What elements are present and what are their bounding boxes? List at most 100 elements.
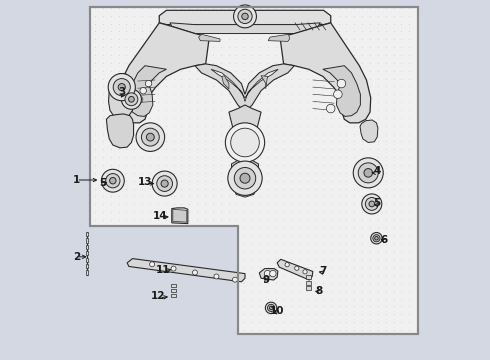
Circle shape [128, 96, 134, 102]
Circle shape [149, 262, 155, 267]
Text: 8: 8 [316, 286, 323, 296]
Circle shape [140, 87, 147, 94]
Polygon shape [268, 34, 290, 41]
Text: 4: 4 [373, 166, 381, 176]
Circle shape [161, 180, 168, 187]
Polygon shape [261, 76, 268, 89]
Polygon shape [86, 264, 88, 268]
Circle shape [106, 174, 120, 188]
Polygon shape [106, 114, 134, 148]
Circle shape [369, 201, 375, 207]
Circle shape [294, 266, 299, 270]
Polygon shape [222, 76, 229, 89]
Circle shape [146, 80, 152, 87]
Circle shape [264, 270, 270, 277]
Polygon shape [86, 270, 88, 275]
Circle shape [268, 304, 275, 311]
Circle shape [353, 158, 383, 188]
Circle shape [147, 133, 154, 141]
Circle shape [225, 123, 265, 162]
Polygon shape [195, 64, 294, 112]
Text: 12: 12 [151, 292, 166, 301]
Circle shape [362, 194, 382, 214]
Polygon shape [86, 251, 88, 255]
Circle shape [371, 233, 382, 244]
Text: 14: 14 [153, 211, 167, 221]
Circle shape [364, 168, 372, 177]
Circle shape [358, 163, 378, 183]
Circle shape [231, 128, 259, 157]
Circle shape [101, 169, 124, 192]
Circle shape [373, 235, 380, 242]
Polygon shape [231, 159, 259, 197]
Circle shape [285, 262, 289, 267]
Polygon shape [171, 289, 176, 292]
Circle shape [270, 306, 273, 310]
Circle shape [238, 9, 252, 23]
Text: 2: 2 [73, 252, 80, 262]
Text: 5: 5 [373, 198, 380, 208]
Circle shape [234, 5, 256, 28]
Polygon shape [306, 286, 311, 290]
Text: 13: 13 [137, 177, 152, 187]
Circle shape [136, 123, 165, 152]
Polygon shape [86, 238, 88, 243]
Polygon shape [171, 294, 176, 297]
Polygon shape [259, 269, 278, 280]
Circle shape [326, 104, 335, 113]
Polygon shape [306, 275, 311, 279]
Polygon shape [198, 34, 220, 41]
Circle shape [240, 173, 250, 183]
Circle shape [366, 198, 378, 210]
Polygon shape [127, 258, 245, 282]
Circle shape [136, 96, 143, 103]
Polygon shape [86, 232, 88, 236]
Circle shape [152, 171, 177, 196]
Circle shape [234, 167, 256, 189]
Circle shape [125, 93, 138, 106]
Text: 5: 5 [99, 177, 106, 188]
Circle shape [113, 78, 130, 96]
Text: 9: 9 [262, 275, 270, 285]
Circle shape [122, 89, 142, 109]
Circle shape [334, 90, 342, 99]
Polygon shape [173, 209, 187, 222]
Text: 7: 7 [319, 266, 326, 276]
Circle shape [266, 302, 277, 314]
Polygon shape [129, 66, 167, 116]
Polygon shape [90, 7, 418, 334]
Circle shape [232, 277, 238, 282]
Circle shape [108, 73, 135, 101]
Circle shape [110, 177, 116, 184]
Circle shape [270, 270, 276, 277]
Polygon shape [109, 73, 134, 118]
Circle shape [242, 13, 248, 19]
Polygon shape [170, 23, 320, 33]
Circle shape [214, 274, 219, 279]
Polygon shape [280, 23, 371, 123]
Circle shape [142, 128, 159, 146]
Circle shape [193, 270, 197, 275]
Text: 6: 6 [380, 235, 387, 245]
Polygon shape [211, 69, 278, 102]
Circle shape [171, 266, 176, 271]
Polygon shape [86, 257, 88, 262]
Circle shape [375, 237, 378, 240]
Polygon shape [323, 66, 360, 116]
Polygon shape [229, 105, 261, 187]
Circle shape [228, 161, 262, 195]
Polygon shape [277, 259, 313, 280]
Polygon shape [360, 120, 378, 143]
Text: 1: 1 [73, 175, 80, 185]
Circle shape [337, 79, 346, 88]
Polygon shape [159, 10, 331, 24]
Circle shape [118, 84, 125, 91]
Circle shape [157, 176, 172, 192]
Text: 11: 11 [156, 265, 171, 275]
Polygon shape [118, 23, 209, 123]
Circle shape [303, 270, 307, 274]
Polygon shape [86, 245, 88, 249]
Text: 3: 3 [118, 87, 125, 98]
Text: 10: 10 [270, 306, 284, 316]
Polygon shape [171, 284, 176, 287]
